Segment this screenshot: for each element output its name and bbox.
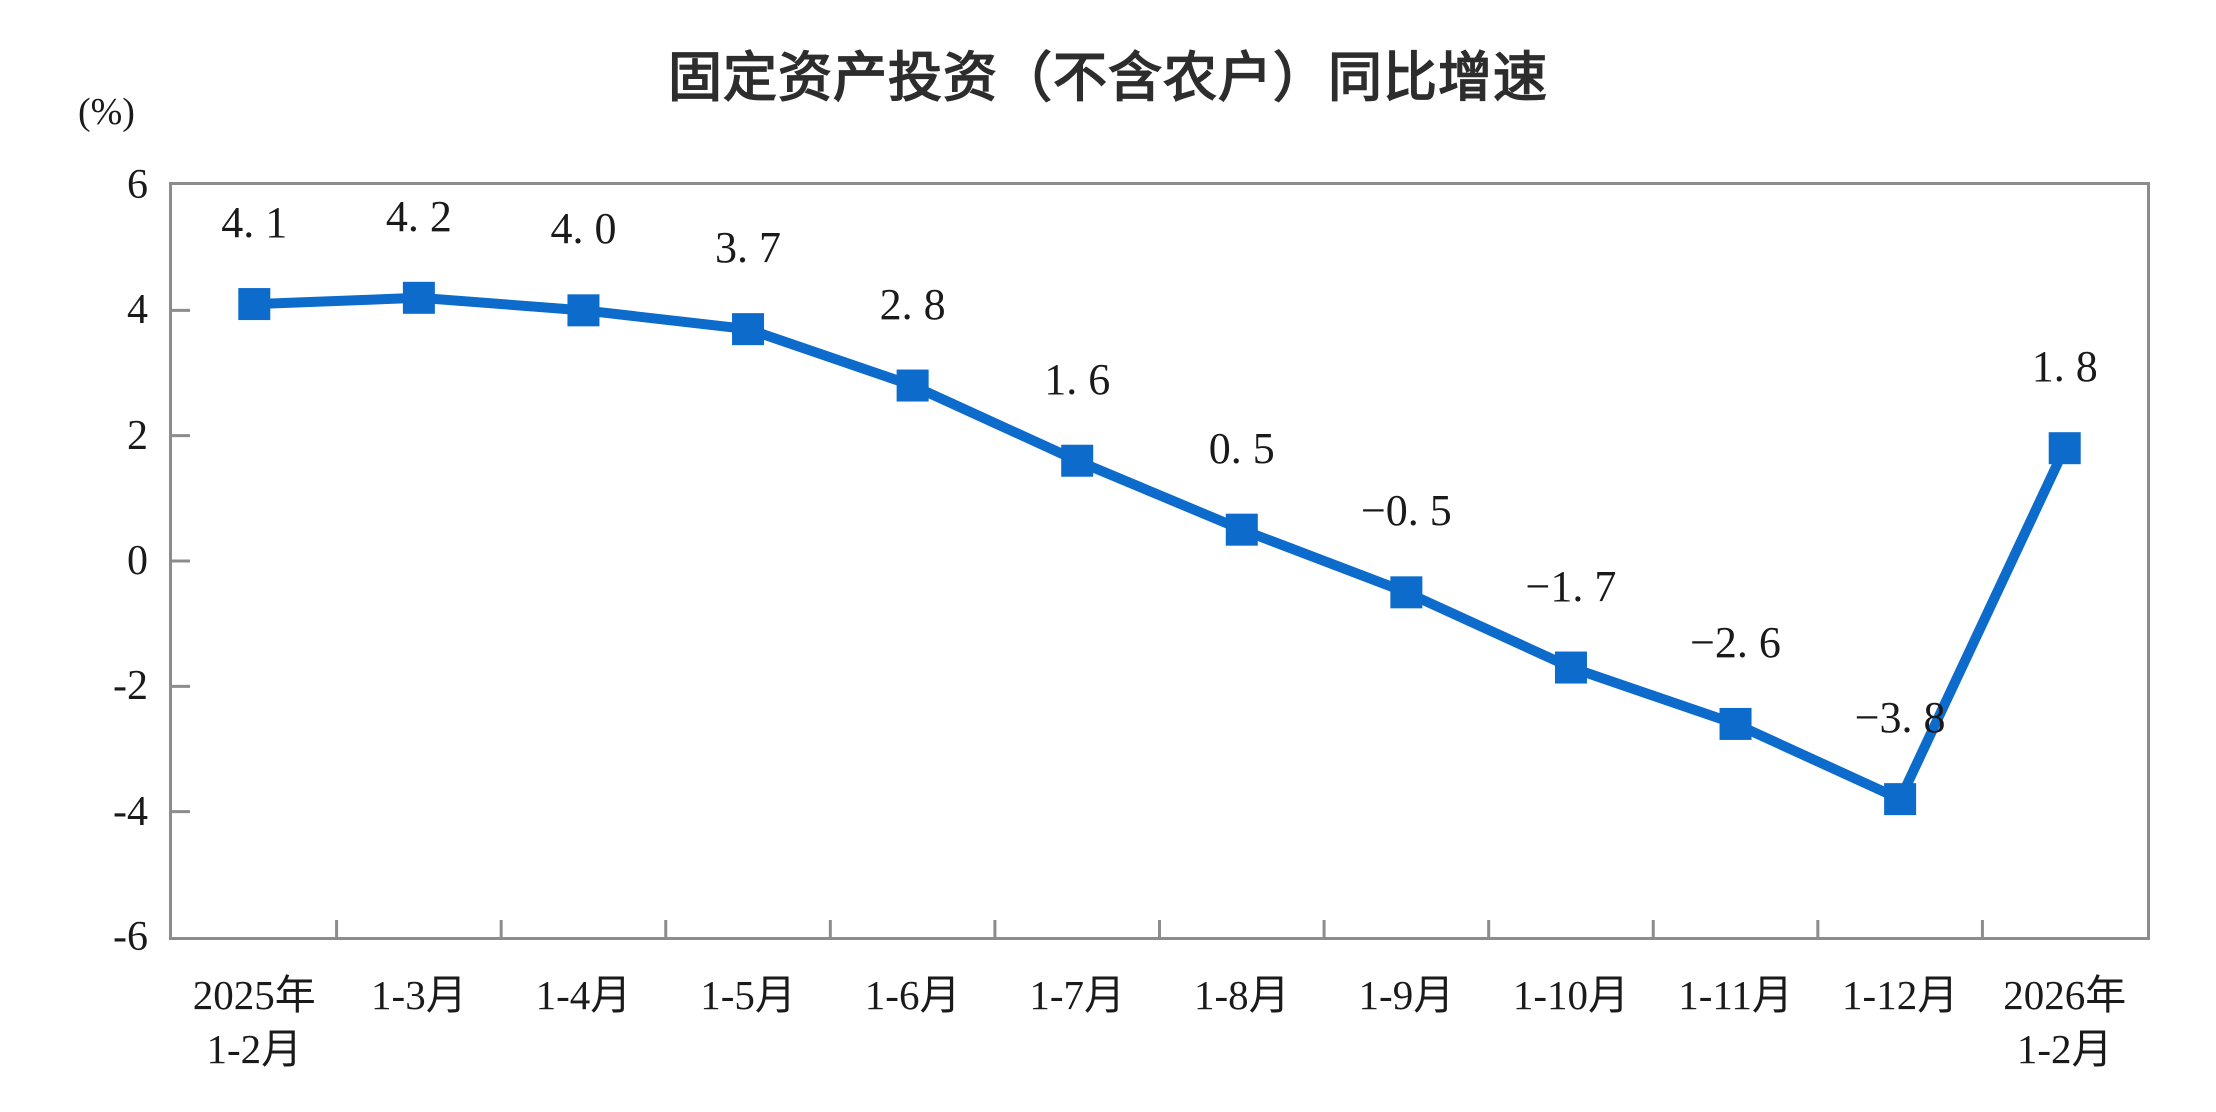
data-label: 3. 7: [715, 223, 782, 273]
chart-title: 固定资产投资（不含农户）同比增速: [668, 48, 1548, 108]
plot-area: [169, 182, 2150, 940]
x-axis-category-label: 1-4月: [535, 972, 632, 1018]
x-axis-category-label: 1-5月: [700, 972, 796, 1018]
x-axis-category-label: 1-3月: [371, 972, 467, 1018]
x-axis-category-label: 1-9月: [1358, 972, 1455, 1018]
data-point-marker: [567, 294, 600, 327]
data-label: −1. 7: [1525, 561, 1617, 611]
data-point-marker: [1225, 513, 1258, 546]
y-axis-tick-label: 4: [127, 287, 148, 334]
y-axis-tick-label: -2: [113, 663, 148, 710]
x-axis-category-label: 1-10月: [1512, 972, 1630, 1018]
y-axis-tick-label: -6: [113, 914, 148, 960]
series-line: [254, 292, 2070, 806]
y-axis-tick-label: -4: [113, 788, 148, 835]
data-point-marker: [1554, 651, 1587, 684]
x-axis-category-label: 1-11月: [1678, 972, 1793, 1018]
y-axis-unit-label: (%): [78, 91, 135, 133]
x-axis-category-label: 1-8月: [1193, 972, 1290, 1018]
data-point-marker: [1884, 783, 1917, 816]
line-plot-svg: [172, 281, 2081, 937]
data-point-marker: [1719, 707, 1752, 740]
data-point-marker: [2048, 432, 2081, 465]
x-axis-category-label: 1-12月: [1842, 972, 1959, 1018]
data-label: −2. 6: [1690, 617, 1781, 667]
data-point-marker: [238, 288, 271, 321]
x-axis-category-label: 2026年 1-2月: [2003, 972, 2127, 1072]
data-label: 0. 5: [1208, 423, 1275, 473]
data-label: −3. 8: [1854, 693, 1946, 743]
data-label: 1. 6: [1044, 354, 1111, 404]
x-axis-category-label: 1-6月: [864, 972, 961, 1018]
data-label: 1. 8: [2031, 342, 2098, 392]
x-axis-category-label: 2025年 1-2月: [192, 972, 316, 1072]
data-point-marker: [1061, 444, 1094, 477]
data-point-marker: [732, 313, 765, 346]
y-axis-tick-label: 6: [127, 162, 148, 208]
x-axis-category-label: 1-7月: [1029, 972, 1126, 1018]
data-point-marker: [896, 369, 929, 402]
data-label: 2. 8: [879, 279, 946, 329]
y-axis-tick-label: 2: [127, 412, 148, 459]
data-label: −0. 5: [1360, 486, 1452, 536]
data-point-marker: [1390, 576, 1423, 609]
y-axis-tick-label: 0: [127, 538, 148, 584]
data-label: 4. 1: [221, 198, 288, 248]
data-label: 4. 0: [550, 204, 617, 254]
data-label: 4. 2: [385, 191, 452, 241]
data-point-marker: [402, 281, 435, 314]
